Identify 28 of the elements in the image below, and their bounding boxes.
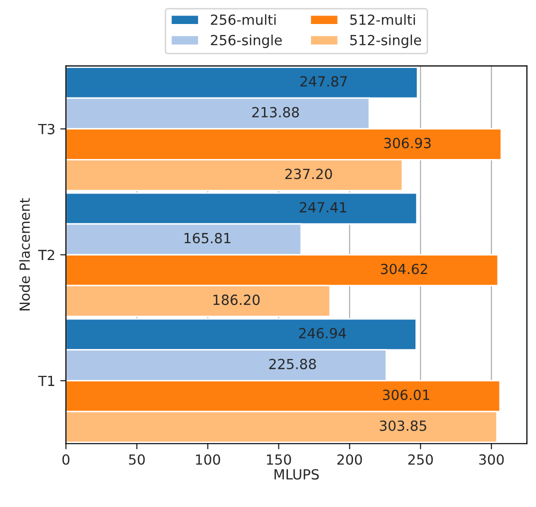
data-label: 165.81 — [184, 232, 230, 244]
y-tick-label: T3 — [38, 124, 54, 134]
data-label: 247.41 — [300, 202, 346, 212]
x-tick-label: 250 — [408, 454, 433, 465]
data-label: 303.85 — [380, 420, 426, 431]
x-tick-label: 0 — [62, 454, 70, 465]
y-axis-title: Node Placement — [19, 198, 30, 310]
legend-label: 512-multi — [350, 14, 415, 25]
data-label: 237.20 — [285, 168, 332, 180]
data-label: 225.88 — [269, 358, 316, 370]
legend-label: 256-multi — [210, 14, 276, 25]
data-label: 246.94 — [299, 328, 346, 338]
x-tick-label: 150 — [266, 454, 292, 465]
x-axis-title: MLUPS — [274, 469, 319, 480]
data-label: 213.88 — [252, 106, 299, 118]
x-tick-label: 200 — [337, 454, 362, 465]
data-label: 304.62 — [380, 264, 428, 274]
x-tick-label: 300 — [479, 454, 504, 465]
y-tick-label: T2 — [38, 250, 54, 260]
data-label: 306.93 — [384, 138, 431, 148]
y-tick-label: T1 — [38, 376, 54, 386]
data-label: 247.87 — [300, 76, 347, 87]
x-tick-label: 50 — [129, 454, 145, 465]
data-label: 186.20 — [213, 294, 260, 306]
x-tick-label: 100 — [196, 454, 220, 465]
data-label: 306.01 — [382, 390, 430, 400]
legend-label: 256-single — [210, 34, 282, 48]
legend-label: 512-single — [350, 34, 422, 48]
